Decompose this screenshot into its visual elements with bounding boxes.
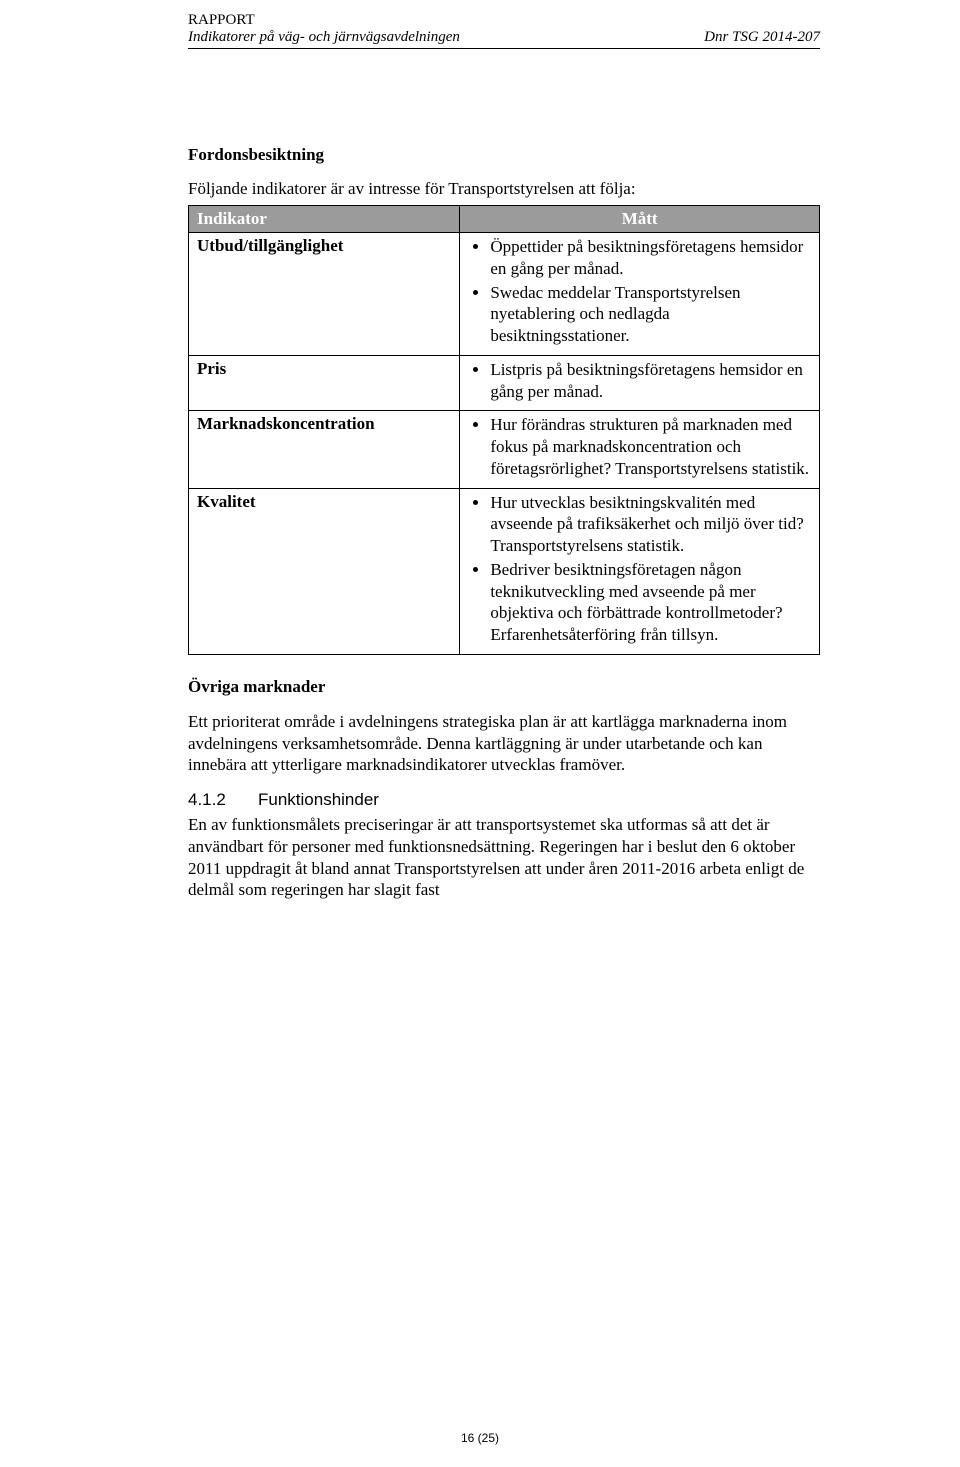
row-items: Hur utvecklas besiktningskvalitén med av… <box>460 488 820 654</box>
header-rule <box>188 48 820 49</box>
subheading-ovriga: Övriga marknader <box>188 677 820 697</box>
heading-number: 4.1.2 <box>188 790 258 810</box>
table-row: Utbud/tillgänglighet Öppettider på besik… <box>189 233 820 356</box>
heading-title: Funktionshinder <box>258 790 379 810</box>
list-item: Hur utvecklas besiktningskvalitén med av… <box>490 492 811 557</box>
funktionshinder-body: En av funktionsmålets preciseringar är a… <box>188 814 820 901</box>
table-header-matt: Mått <box>460 206 820 233</box>
numbered-heading-funktionshinder: 4.1.2 Funktionshinder <box>188 790 820 810</box>
list-item: Hur förändras strukturen på marknaden me… <box>490 414 811 479</box>
header-right: Dnr TSG 2014-207 <box>704 29 820 46</box>
header-left: Indikatorer på väg- och järnvägsavdelnin… <box>188 29 460 46</box>
section-intro: Följande indikatorer är av intresse för … <box>188 179 820 199</box>
row-label: Utbud/tillgänglighet <box>189 233 460 356</box>
list-item: Listpris på besiktningsföretagens hemsid… <box>490 359 811 403</box>
row-label: Marknadskoncentration <box>189 411 460 488</box>
row-items: Hur förändras strukturen på marknaden me… <box>460 411 820 488</box>
indicator-table: Indikator Mått Utbud/tillgänglighet Öppe… <box>188 205 820 655</box>
ovriga-body: Ett prioriterat område i avdelningens st… <box>188 711 820 776</box>
table-header-indikator: Indikator <box>189 206 460 233</box>
row-label: Kvalitet <box>189 488 460 654</box>
table-row: Marknadskoncentration Hur förändras stru… <box>189 411 820 488</box>
table-row: Pris Listpris på besiktningsföretagens h… <box>189 355 820 411</box>
table-row: Kvalitet Hur utvecklas besiktningskvalit… <box>189 488 820 654</box>
row-label: Pris <box>189 355 460 411</box>
row-items: Öppettider på besiktningsföretagens hems… <box>460 233 820 356</box>
row-items: Listpris på besiktningsföretagens hemsid… <box>460 355 820 411</box>
list-item: Swedac meddelar Transportstyrelsen nyeta… <box>490 282 811 347</box>
section-heading-fordonsbesiktning: Fordonsbesiktning <box>188 145 820 165</box>
list-item: Öppettider på besiktningsföretagens hems… <box>490 236 811 280</box>
list-item: Bedriver besiktningsföretagen någon tekn… <box>490 559 811 646</box>
page-number: 16 (25) <box>461 1431 499 1445</box>
header-rapport: RAPPORT <box>188 12 820 29</box>
